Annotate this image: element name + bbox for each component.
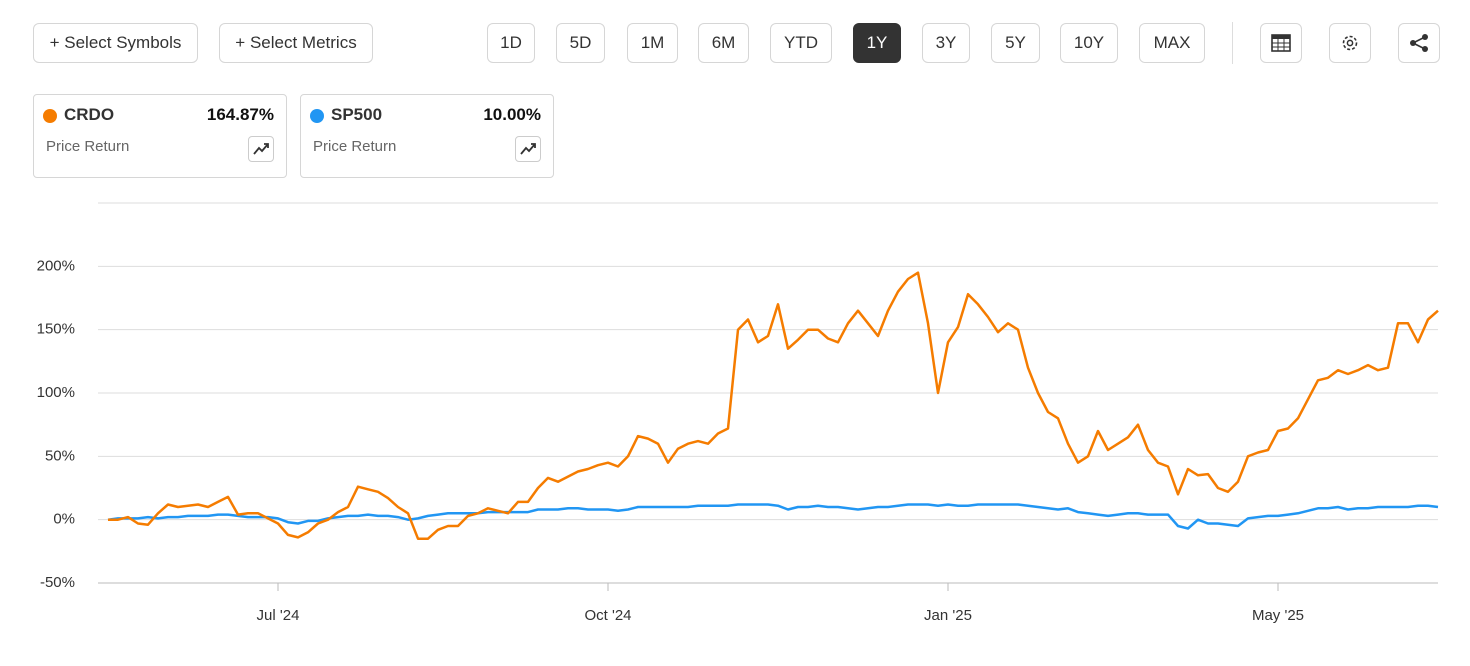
share-icon <box>1410 34 1428 52</box>
period-button[interactable]: 1M <box>627 23 678 63</box>
legend-card: CRDO 164.87% Price Return <box>33 94 287 178</box>
x-tick-label: Jan '25 <box>924 607 972 624</box>
x-tick-label: Oct '24 <box>584 607 631 624</box>
select-metrics-button[interactable]: + Select Metrics <box>219 23 373 63</box>
symbol-name: SP500 <box>331 105 383 124</box>
symbol-name: CRDO <box>64 105 115 124</box>
x-tick-label: May '25 <box>1252 607 1304 624</box>
period-button[interactable]: 5Y <box>991 23 1040 63</box>
period-button[interactable]: 6M <box>698 23 749 63</box>
series-line <box>107 503 1439 530</box>
select-symbols-button[interactable]: + Select Symbols <box>33 23 198 63</box>
period-button[interactable]: 1Y <box>853 23 901 63</box>
y-tick-label: 100% <box>37 384 75 401</box>
y-tick-label: 200% <box>37 257 75 274</box>
y-tick-label: 50% <box>45 447 75 464</box>
trend-button[interactable] <box>515 136 541 162</box>
metric-label: Price Return <box>46 138 130 155</box>
trend-icon <box>520 143 536 155</box>
share-button[interactable] <box>1398 23 1440 63</box>
period-button[interactable]: 10Y <box>1060 23 1118 63</box>
series-line <box>108 271 1439 540</box>
return-value: 10.00% <box>483 105 541 124</box>
legend-dot <box>310 109 324 123</box>
period-button[interactable]: YTD <box>770 23 832 63</box>
settings-button[interactable] <box>1329 23 1371 63</box>
trend-button[interactable] <box>248 136 274 162</box>
period-button[interactable]: 3Y <box>922 23 970 63</box>
x-tick-label: Jul '24 <box>257 607 300 624</box>
table-button[interactable] <box>1260 23 1302 63</box>
separator <box>1232 22 1233 64</box>
trend-icon <box>253 143 269 155</box>
chart: -50% 0% 50% 100% 150% 200% Jul '24 Oct '24 Jan '… <box>37 202 1439 624</box>
table-icon <box>1271 34 1291 52</box>
metric-label: Price Return <box>313 138 397 155</box>
period-button[interactable]: MAX <box>1139 23 1205 63</box>
y-tick-label: -50% <box>40 574 75 591</box>
legend-card: SP500 10.00% Price Return <box>300 94 554 178</box>
settings-icon <box>1342 35 1358 51</box>
period-button[interactable]: 5D <box>556 23 605 63</box>
return-value: 164.87% <box>206 105 274 124</box>
y-tick-label: 150% <box>37 321 75 338</box>
period-button[interactable]: 1D <box>487 23 535 63</box>
legend-dot <box>43 109 57 123</box>
y-tick-label: 0% <box>53 511 75 528</box>
